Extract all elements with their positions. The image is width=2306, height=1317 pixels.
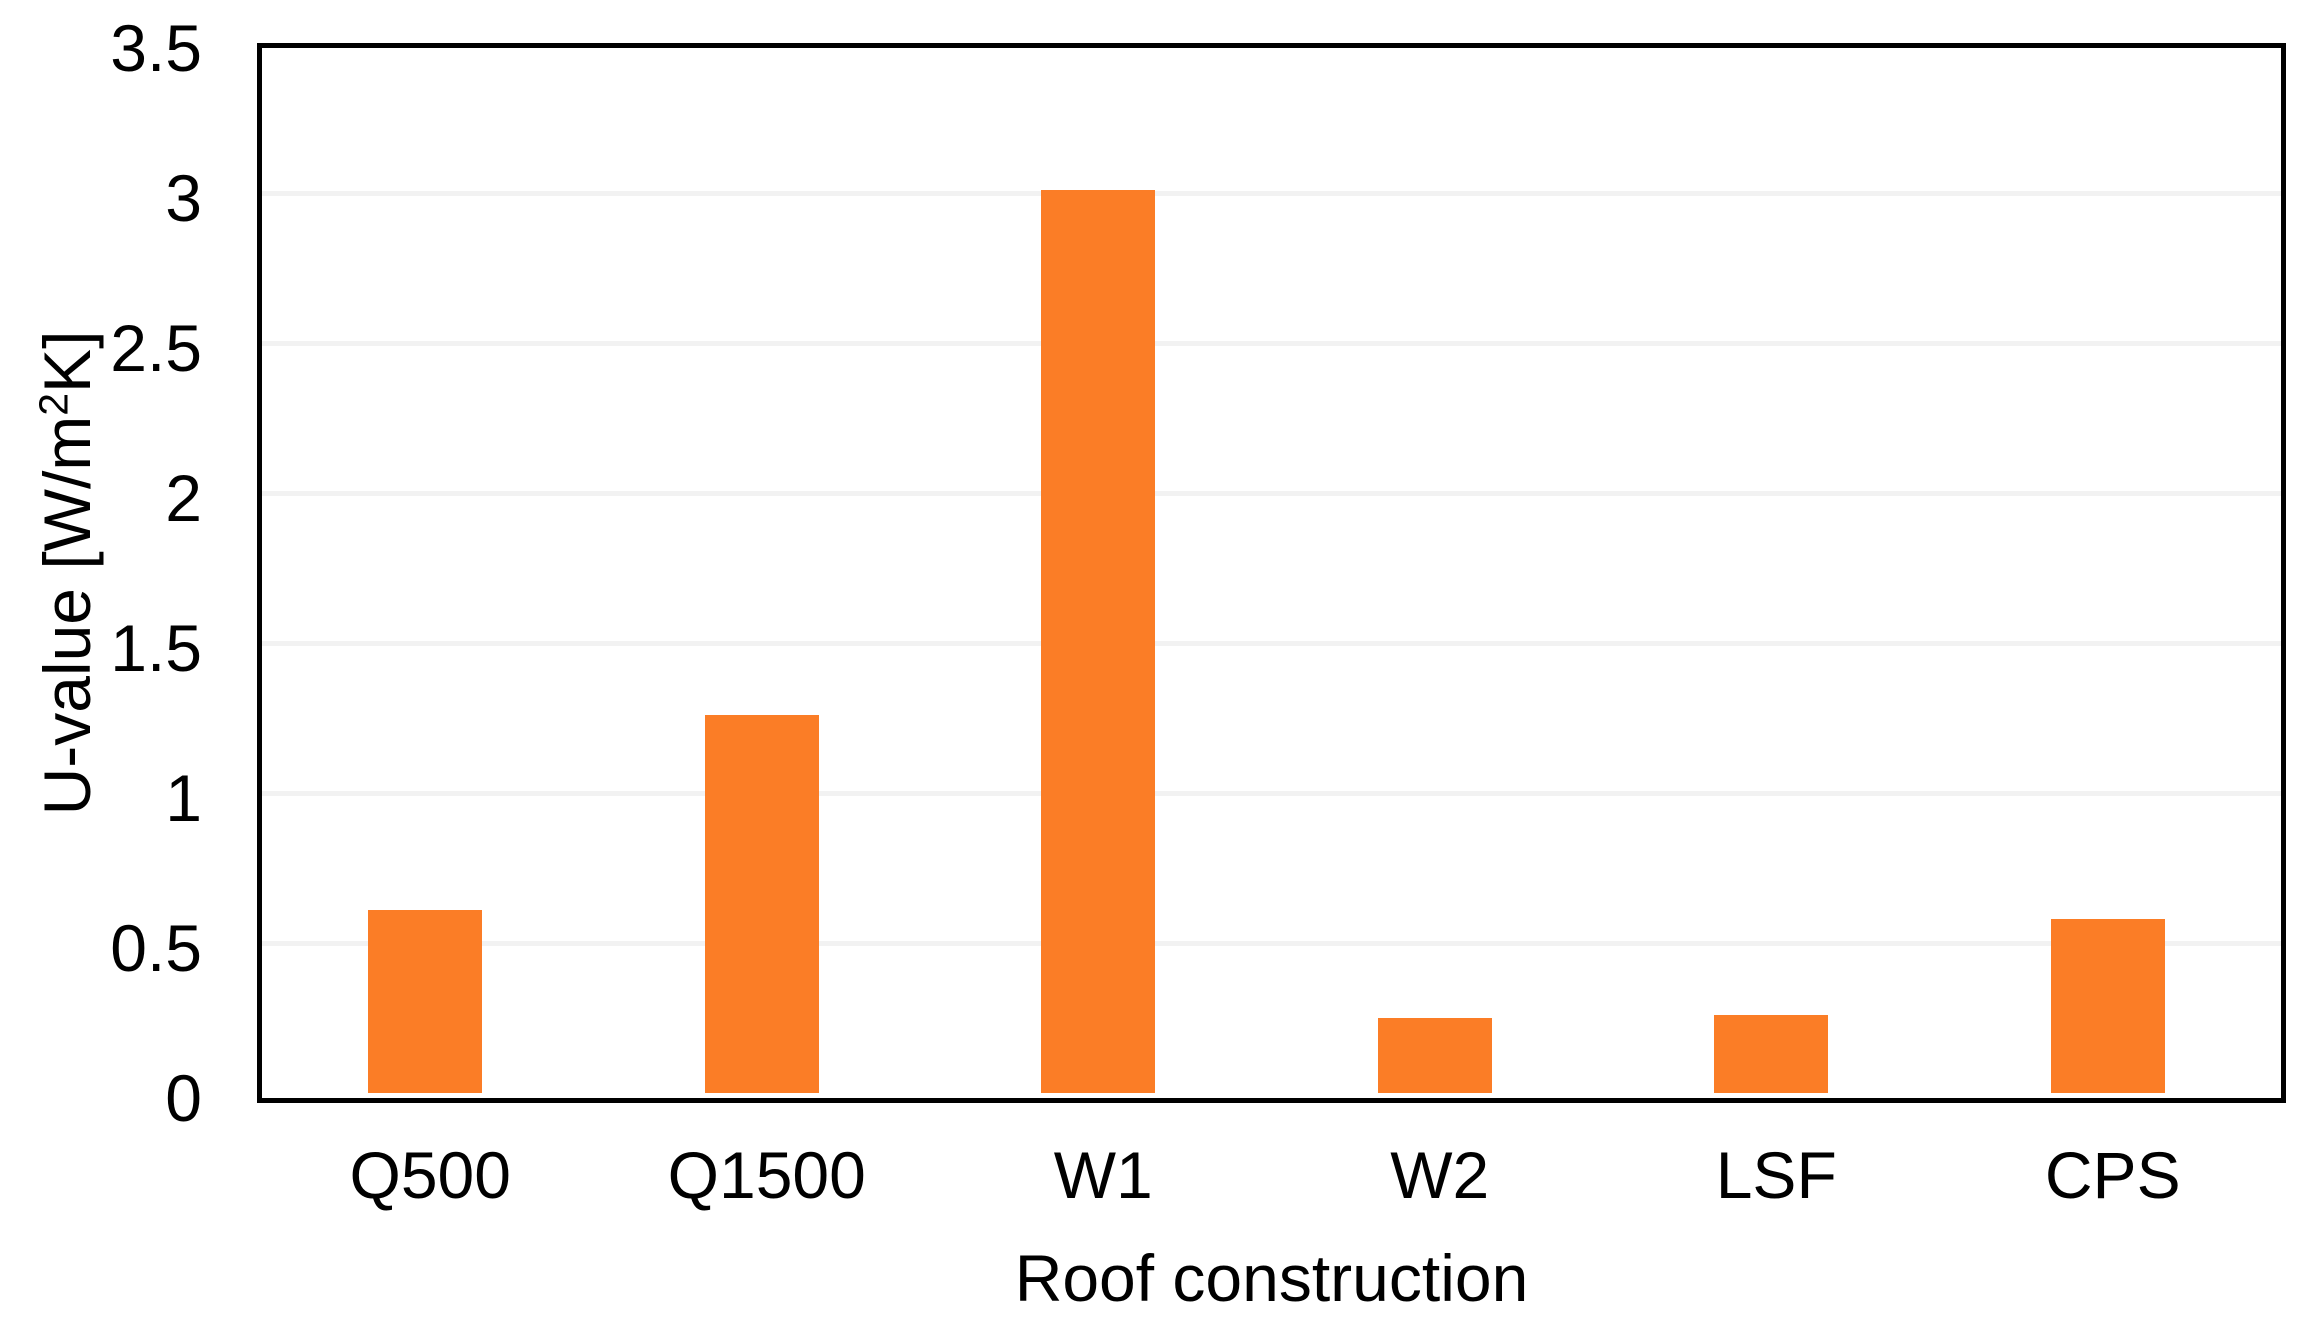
x-tick-label-W2: W2 bbox=[1390, 1138, 1490, 1212]
y-tick-label-2.5: 2.5 bbox=[110, 311, 202, 385]
x-tick-label-W1: W1 bbox=[1053, 1138, 1153, 1212]
x-axis-title: Roof construction bbox=[1014, 1241, 1529, 1315]
gridline-1.5 bbox=[262, 640, 2281, 646]
y-tick-label-1: 1 bbox=[165, 761, 202, 835]
x-tick-label-Q500: Q500 bbox=[349, 1138, 511, 1212]
gridline-1 bbox=[262, 790, 2281, 796]
x-tick-label-CPS: CPS bbox=[2044, 1138, 2181, 1212]
y-tick-label-0.5: 0.5 bbox=[110, 911, 202, 985]
gridline-2.5 bbox=[262, 340, 2281, 346]
y-tick-label-3: 3 bbox=[165, 161, 202, 235]
bar-LSF bbox=[1714, 1015, 1829, 1093]
y-axis-title-superscript: 2 bbox=[30, 392, 77, 416]
bar-W1 bbox=[1041, 190, 1156, 1093]
y-tick-label-3.5: 3.5 bbox=[110, 11, 202, 85]
bar-Q500 bbox=[368, 910, 483, 1093]
gridline-0.5 bbox=[262, 940, 2281, 946]
gridline-2 bbox=[262, 490, 2281, 496]
y-tick-label-1.5: 1.5 bbox=[110, 611, 202, 685]
y-tick-label-2: 2 bbox=[165, 461, 202, 535]
x-tick-label-Q1500: Q1500 bbox=[667, 1138, 866, 1212]
bar-Q1500 bbox=[704, 715, 819, 1093]
gridline-3 bbox=[262, 190, 2281, 196]
bar-W2 bbox=[1377, 1018, 1492, 1093]
plot-area bbox=[257, 43, 2286, 1103]
y-tick-label-0: 0 bbox=[165, 1061, 202, 1135]
bar-CPS bbox=[2050, 919, 2165, 1093]
x-tick-label-LSF: LSF bbox=[1715, 1138, 1837, 1212]
